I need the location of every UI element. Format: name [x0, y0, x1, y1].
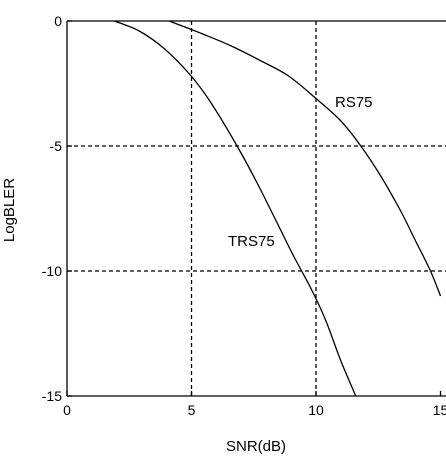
x-tick-label-0: 0: [63, 402, 71, 418]
series-label-rs75: RS75: [335, 94, 373, 111]
grid: [67, 21, 446, 396]
x-tick-label-1: 5: [188, 402, 196, 418]
y-tick-label-1: -5: [50, 138, 63, 154]
y-axis-title: LogBLER: [1, 178, 18, 242]
y-tick-label-3: -15: [42, 388, 62, 404]
x-tick-label-2: 10: [308, 402, 324, 418]
x-axis-title: SNR(dB): [226, 438, 286, 455]
series-labels: TRS75 RS75: [228, 94, 373, 250]
series-line-rs75: [168, 20, 442, 297]
x-tick-label-3: 15: [433, 402, 446, 418]
series-lines: [114, 20, 442, 397]
ticks: 0 5 10 15 0 -5 -10 -15: [42, 13, 446, 418]
series-line-trs75: [114, 20, 357, 397]
axes: [66, 20, 446, 397]
y-tick-label-2: -10: [42, 263, 62, 279]
series-label-trs75: TRS75: [228, 233, 275, 250]
y-tick-label-0: 0: [54, 13, 62, 29]
